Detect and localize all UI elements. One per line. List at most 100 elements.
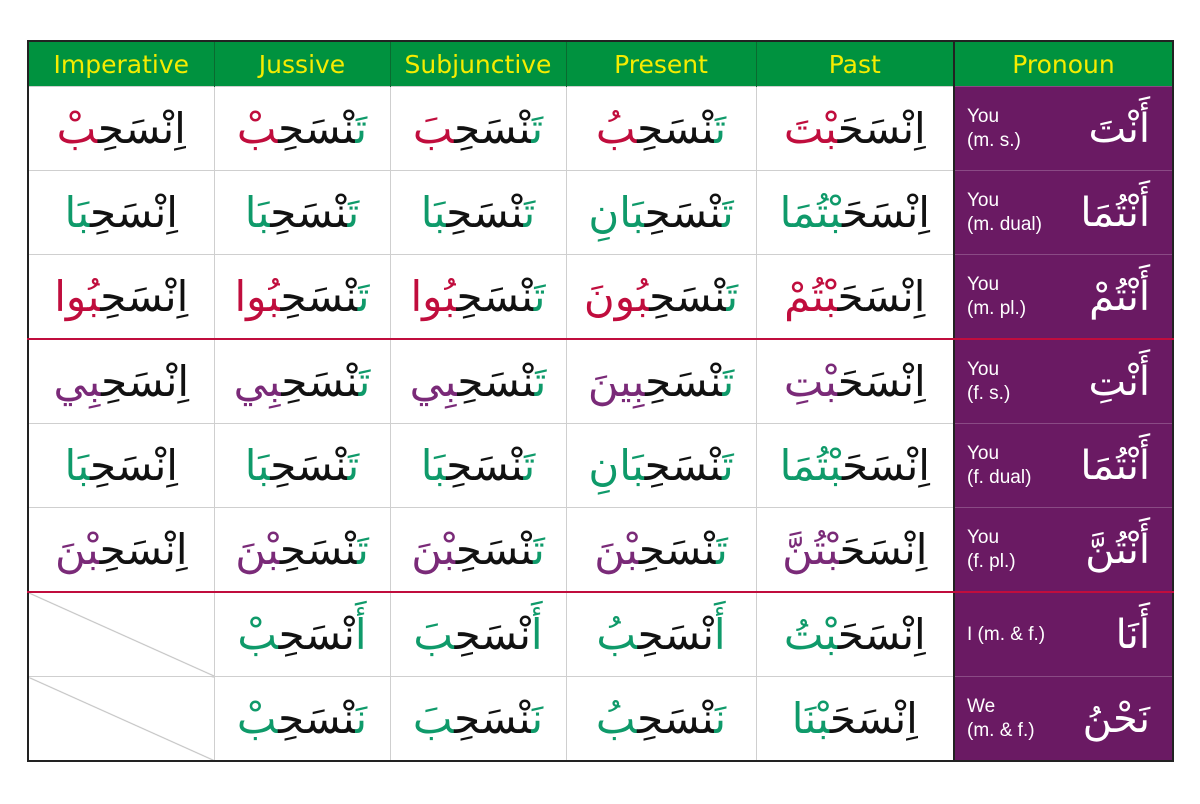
word-segment: بُ	[595, 694, 638, 743]
cell-present: تَنْسَحِبُ	[565, 86, 757, 171]
word-segment: تَ	[358, 357, 371, 406]
word-segment: نَ	[355, 694, 368, 743]
cell-past: اِنْسَحَبْتَ	[755, 86, 955, 171]
cell-past: اِنْسَحَبْتِ	[755, 338, 955, 424]
pronoun-arabic: أَنْتَ	[1088, 105, 1150, 152]
word-segment: اِنْسَحَ	[837, 104, 926, 153]
word-segment: نْسَحِ	[454, 104, 532, 153]
word-segment: بَا	[420, 188, 447, 237]
cell-subjunctive: أَنْسَحِبَ	[389, 591, 567, 677]
cell-imperative: اِنْسَحِبْنَ	[27, 507, 215, 593]
cell-present: تَنْسَحِبْنَ	[565, 507, 757, 593]
pronoun-english: You (m. s.)	[967, 105, 1021, 153]
cell-jussive: نَنْسَحِبْ	[213, 676, 391, 762]
word-segment: بْتُمَا	[779, 441, 842, 490]
pronoun-english-line: You	[967, 442, 1000, 464]
word-segment: بْتُمْ	[784, 272, 838, 321]
pronoun-arabic: نَحْنُ	[1082, 695, 1150, 742]
word-segment: نْسَحِ	[278, 694, 356, 743]
word-segment: تَ	[523, 188, 536, 237]
word-segment: بْتُمَا	[779, 188, 842, 237]
cell-past: اِنْسَحَبْتُنَّ	[755, 507, 955, 593]
header-imperative: Imperative	[27, 41, 214, 87]
word-segment: نْسَحِ	[456, 272, 534, 321]
pronoun-english-line: (m. s.)	[967, 129, 1021, 151]
word-segment: نَ	[531, 694, 544, 743]
cell-past: اِنْسَحَبْتُمَا	[755, 170, 955, 255]
word-segment: بْنَ	[411, 525, 456, 574]
cell-pronoun: You (f. dual) أَنْتُمَا	[953, 423, 1174, 508]
word-segment: اِنْسَحَ	[842, 188, 930, 237]
word-segment: تَ	[531, 104, 544, 153]
table-row: اِنْسَحِبَا تَنْسَحِبَا تَنْسَحِبَا تَنْسَح…	[27, 423, 1174, 508]
word-segment: اِنْسَحِ	[97, 104, 186, 153]
word-segment: بْنَا	[791, 694, 830, 743]
word-segment: اِنْسَحَ	[837, 272, 926, 321]
word-segment: تَ	[533, 525, 545, 574]
header-pronoun: Pronoun	[953, 41, 1173, 87]
word-segment: نْسَحِ	[645, 357, 723, 406]
word-segment: نْسَحِ	[280, 272, 358, 321]
word-segment: بْتَ	[783, 104, 838, 153]
cell-present: تَنْسَحِبَانِ	[565, 170, 757, 255]
cell-past: اِنْسَحَبْتُمْ	[755, 254, 955, 340]
word-segment: تَ	[721, 188, 734, 237]
word-segment: بُ	[595, 104, 638, 153]
word-segment: نْسَحِ	[637, 610, 714, 659]
word-segment: تَ	[534, 357, 547, 406]
word-segment: بُوا	[234, 272, 281, 321]
word-segment: نْسَحِ	[278, 104, 356, 153]
word-segment: نْسَحِ	[278, 610, 355, 659]
word-segment: أَ	[530, 610, 543, 659]
word-segment: نْسَحِ	[644, 188, 722, 237]
word-segment: بَ	[412, 104, 455, 153]
cell-jussive: تَنْسَحِبَا	[213, 170, 391, 255]
cell-imperative: اِنْسَحِبِي	[27, 338, 215, 424]
pronoun-english: We (m. & f.)	[967, 695, 1035, 743]
word-segment: نْسَحِ	[638, 525, 717, 574]
cell-present: نَنْسَحِبُ	[565, 676, 757, 762]
pronoun-arabic: أَنْتُمَا	[1080, 442, 1150, 489]
cell-pronoun: You (f. s.) أَنْتِ	[953, 338, 1174, 424]
word-segment: اِنْسَحَ	[842, 441, 930, 490]
word-segment: بَا	[244, 188, 271, 237]
cell-subjunctive: تَنْسَحِبِي	[389, 338, 567, 424]
cell-subjunctive: تَنْسَحِبَ	[389, 86, 567, 171]
word-segment: نْسَحِ	[457, 357, 535, 406]
cell-past: اِنْسَحَبْتُمَا	[755, 423, 955, 508]
word-segment: بَا	[64, 188, 91, 237]
pronoun-english: I (m. & f.)	[967, 623, 1045, 647]
cell-jussive: تَنْسَحِبِي	[213, 338, 391, 424]
pronoun-arabic: أَنْتِ	[1088, 358, 1150, 405]
word-segment: بِي	[233, 357, 282, 406]
word-segment: بُونَ	[583, 272, 650, 321]
pronoun-english: You (m. dual)	[967, 189, 1042, 237]
pronoun-arabic: أَنْتُمَا	[1080, 189, 1150, 236]
word-segment: اِنْسَحِ	[101, 357, 190, 406]
word-segment: اِنْسَحَ	[837, 357, 926, 406]
cell-imperative: اِنْسَحِبُوا	[27, 254, 215, 340]
pronoun-english-line: We	[967, 695, 996, 717]
cell-jussive: أَنْسَحِبْ	[213, 591, 391, 677]
word-segment: بْنَ	[54, 525, 100, 574]
word-segment: بْتُنَّ	[782, 525, 840, 574]
cell-subjunctive: تَنْسَحِبَا	[389, 170, 567, 255]
pronoun-english-line: (f. dual)	[967, 466, 1032, 488]
word-segment: نَ	[714, 694, 727, 743]
table-row: أَنْسَحِبْ أَنْسَحِبَ أَنْسَحِبُ اِنْسَحَبْ…	[27, 591, 1174, 677]
cell-pronoun: You (m. dual) أَنْتُمَا	[953, 170, 1174, 255]
word-segment: بْ	[236, 104, 279, 153]
word-segment: بَ	[412, 694, 455, 743]
word-segment: بْتِ	[783, 357, 838, 406]
word-segment: تَ	[357, 525, 369, 574]
table-row: اِنْسَحِبْنَ تَنْسَحِبْنَ تَنْسَحِبْنَ تَنْ…	[27, 507, 1174, 593]
pronoun-english-line: I (m. & f.)	[967, 623, 1046, 645]
word-segment: نْسَحِ	[454, 610, 531, 659]
word-segment: نْسَحِ	[637, 104, 715, 153]
word-segment: نْسَحِ	[446, 188, 524, 237]
pronoun-english-line: You	[967, 105, 1000, 127]
word-segment: تَ	[714, 104, 727, 153]
pronoun-arabic: أَنْتُمْ	[1089, 273, 1150, 320]
cell-subjunctive: تَنْسَحِبَا	[389, 423, 567, 508]
cell-pronoun: You (m. pl.) أَنْتُمْ	[953, 254, 1174, 340]
